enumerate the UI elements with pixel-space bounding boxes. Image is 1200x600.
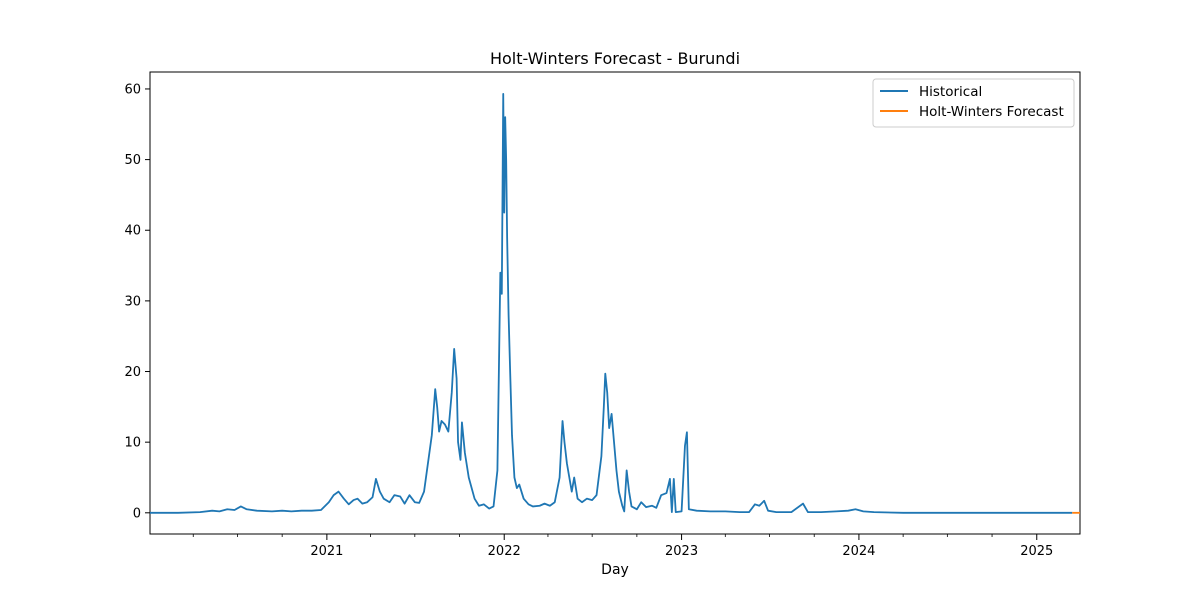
y-tick-label: 40 xyxy=(124,224,141,239)
x-tick-label: 2021 xyxy=(310,544,343,559)
y-tick-label: 50 xyxy=(124,153,141,168)
x-axis-title: Day xyxy=(601,562,629,578)
y-tick-label: 10 xyxy=(124,436,141,451)
y-tick-label: 0 xyxy=(133,506,141,521)
series-layer xyxy=(150,93,1080,514)
legend-label-historical: Historical xyxy=(919,84,982,100)
y-tick-label: 30 xyxy=(124,294,141,309)
x-tick-label: 2024 xyxy=(842,544,875,559)
series-line-historical xyxy=(150,93,1073,514)
legend: Historical Holt-Winters Forecast xyxy=(872,78,1075,128)
legend-label-forecast: Holt-Winters Forecast xyxy=(919,104,1064,120)
x-tick-label: 2025 xyxy=(1020,544,1053,559)
x-tick-label: 2022 xyxy=(488,544,521,559)
y-tick-label: 60 xyxy=(124,82,141,97)
y-axis: 0 10 20 30 40 50 60 xyxy=(124,82,150,521)
legend-box xyxy=(872,78,1075,128)
x-tick-label: 2023 xyxy=(665,544,698,559)
chart-title: Holt-Winters Forecast - Burundi xyxy=(490,49,740,68)
plot-area-frame xyxy=(149,71,1081,535)
x-axis: 2021 2022 2023 2024 2025 xyxy=(192,534,1053,559)
y-tick-label: 20 xyxy=(124,365,141,380)
